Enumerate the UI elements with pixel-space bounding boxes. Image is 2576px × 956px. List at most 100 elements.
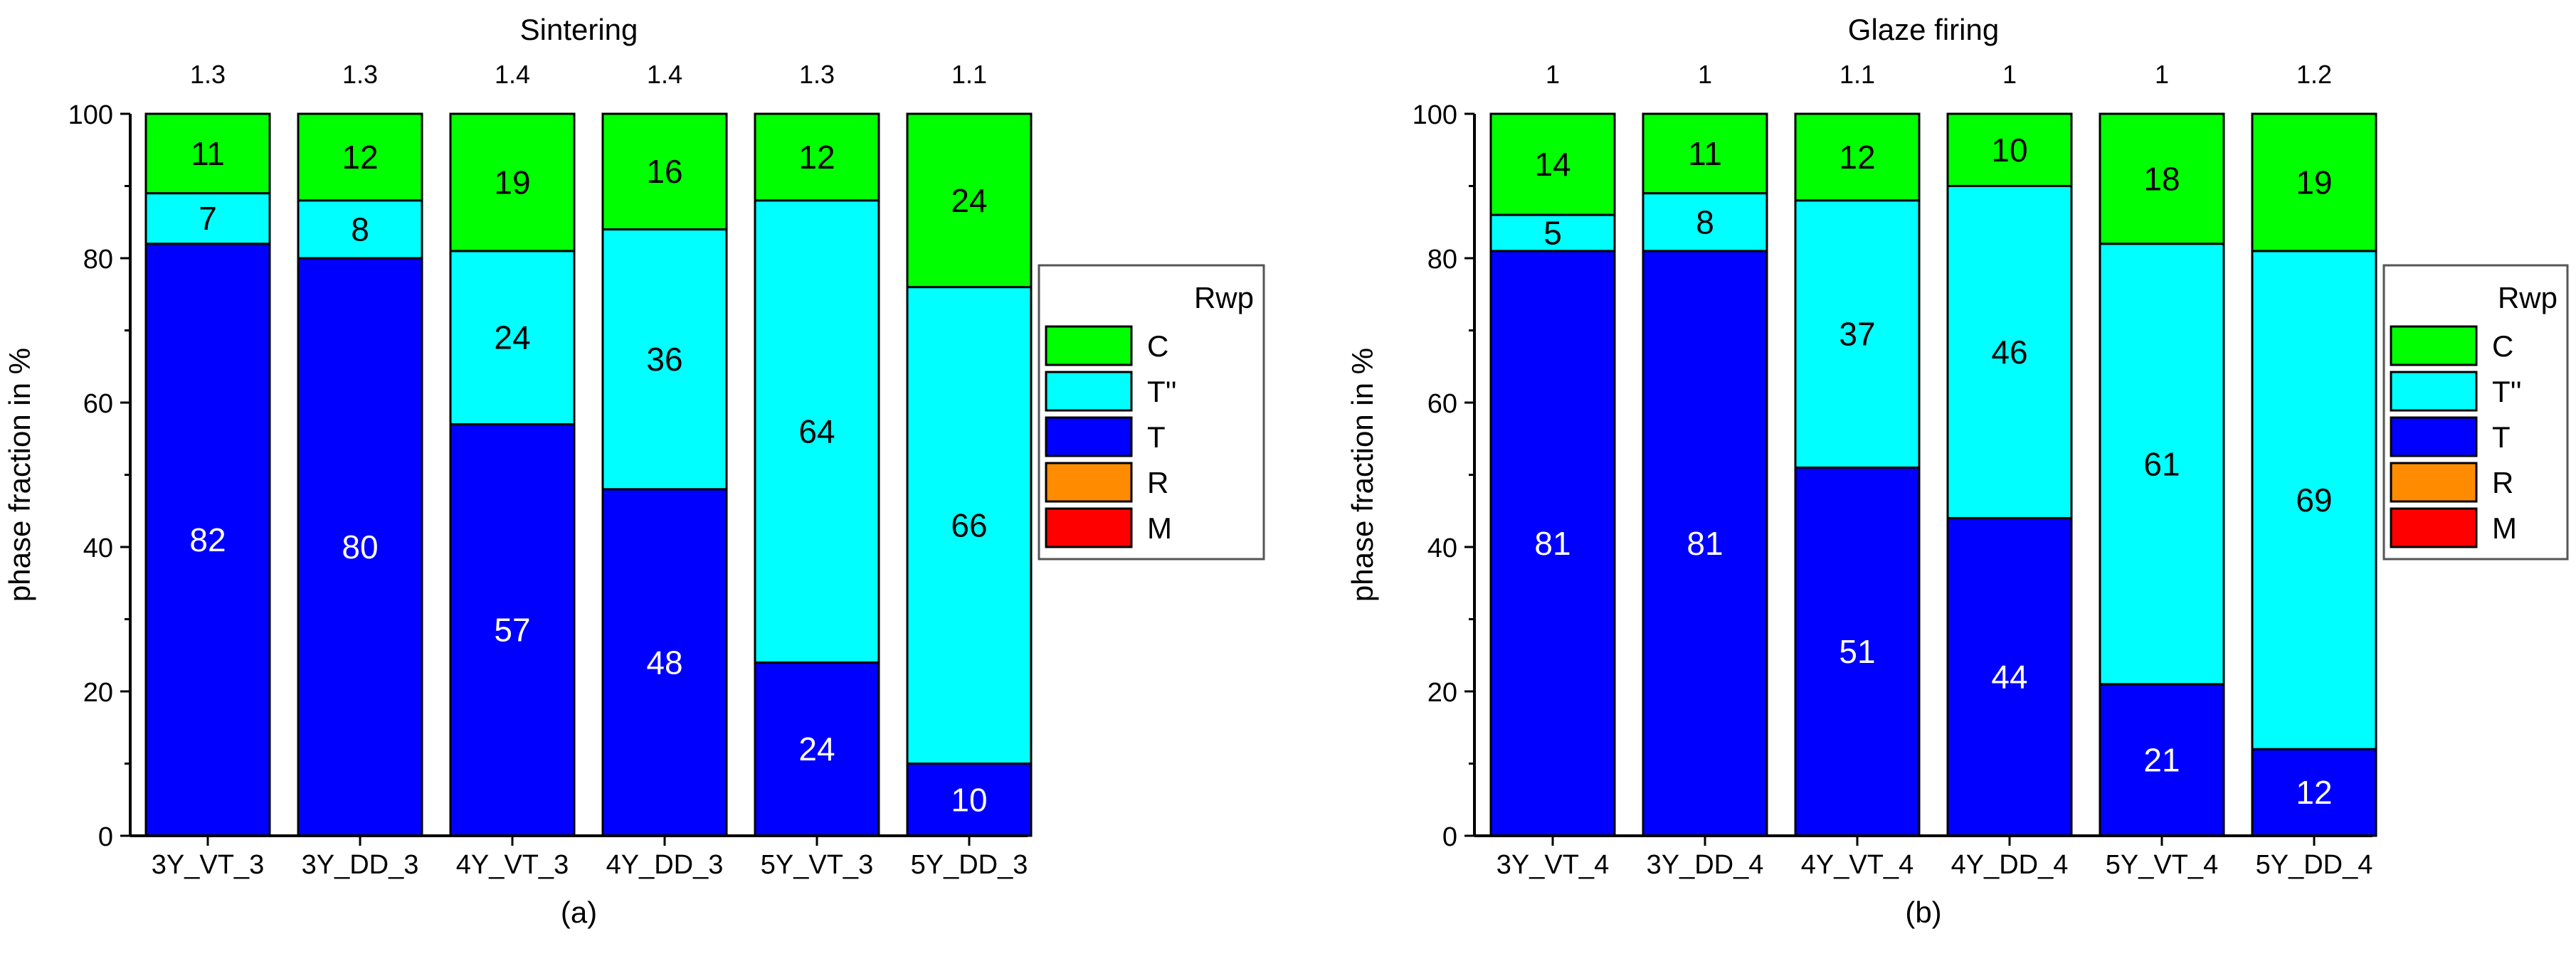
- bar-T-3Y_VT_3: [144, 243, 271, 837]
- legend-swatch-C: [2390, 325, 2478, 366]
- chart-title: Glaze firing: [1848, 13, 1999, 46]
- data-label: 11: [1688, 135, 1722, 172]
- bar-Tpp-4Y_VT_4: [1794, 199, 1921, 469]
- data-label: 12: [1839, 139, 1875, 176]
- bar-C-4Y_VT_3: [449, 112, 576, 253]
- legend-swatch-R: [1045, 462, 1133, 503]
- x-tick-label: 4Y_VT_3: [456, 850, 569, 880]
- legend-swatch-M: [2390, 507, 2478, 548]
- rwp-value: 1.2: [2296, 60, 2332, 89]
- bar-C-5Y_VT_4: [2099, 112, 2225, 245]
- x-tick-label: 3Y_VT_3: [152, 850, 264, 880]
- legend-label: T: [2492, 420, 2511, 454]
- bar-Tpp-3Y_VT_3: [144, 192, 271, 245]
- bar-C-4Y_DD_3: [601, 112, 728, 230]
- y-tick-label: 80: [1427, 245, 1457, 275]
- legend-swatch-T: [1045, 416, 1133, 457]
- data-label: 61: [2143, 445, 2180, 482]
- y-tick-label: 0: [98, 822, 113, 852]
- bar-T-5Y_DD_3: [906, 763, 1033, 837]
- data-label: 21: [2143, 741, 2180, 778]
- y-tick-label: 20: [1427, 678, 1457, 708]
- data-label: 19: [2296, 164, 2332, 201]
- data-label: 57: [494, 612, 530, 649]
- rwp-value: 1.4: [647, 60, 682, 89]
- legend-label: M: [2492, 511, 2517, 545]
- bar-Tpp-4Y_VT_3: [449, 250, 576, 425]
- bar-Tpp-5Y_DD_3: [906, 286, 1033, 765]
- legend-title: Rwp: [2498, 281, 2557, 314]
- bar-C-4Y_VT_4: [1794, 112, 1921, 202]
- legend-label: C: [1147, 329, 1168, 363]
- data-label: 11: [191, 135, 225, 172]
- panel-label: (a): [561, 896, 597, 929]
- y-tick-label: 40: [1427, 533, 1457, 563]
- data-label: 18: [2143, 160, 2180, 197]
- bar-T-4Y_VT_3: [449, 423, 576, 837]
- rwp-value: 1: [2002, 60, 2017, 89]
- data-label: 24: [798, 731, 835, 768]
- data-label: 12: [2296, 774, 2332, 811]
- data-label: 24: [494, 319, 530, 356]
- data-label: 48: [646, 644, 682, 681]
- legend-swatch-R: [2390, 462, 2478, 503]
- data-label: 12: [798, 139, 835, 176]
- chart-panel-1: Sintering 82 7 11 1.3 3Y_VT_3 80 8 12 1.3 3Y_DD_3 5…: [3, 13, 1265, 929]
- bar-C-3Y_VT_3: [144, 112, 271, 195]
- legend-label: T'': [1147, 375, 1177, 408]
- data-label: 80: [342, 529, 378, 565]
- data-label: 44: [1991, 659, 2027, 696]
- bar-C-4Y_DD_4: [1946, 112, 2073, 187]
- legend-swatch-M: [1045, 507, 1133, 548]
- bar-C-5Y_DD_3: [906, 112, 1033, 289]
- legend-label: R: [1147, 466, 1168, 499]
- data-label: 36: [646, 341, 682, 378]
- y-tick-label: 20: [83, 678, 113, 708]
- legend-swatch-Tpp: [2390, 371, 2478, 412]
- bar-Tpp-4Y_DD_4: [1946, 185, 2073, 519]
- x-tick-label: 5Y_DD_4: [2256, 850, 2373, 880]
- rwp-value: 1: [1546, 60, 1560, 89]
- legend-label: C: [2492, 329, 2513, 363]
- x-tick-label: 4Y_DD_3: [606, 850, 724, 880]
- data-label: 82: [189, 521, 226, 558]
- data-label: 69: [2296, 482, 2332, 519]
- bar-T-4Y_VT_4: [1794, 466, 1921, 837]
- bar-T-3Y_DD_3: [297, 257, 423, 837]
- x-tick-label: 4Y_VT_4: [1801, 850, 1913, 880]
- y-tick-label: 60: [1427, 389, 1457, 419]
- data-label: 16: [646, 153, 682, 190]
- bar-C-3Y_DD_3: [297, 112, 423, 202]
- rwp-value: 1.3: [799, 60, 835, 89]
- data-label: 7: [199, 200, 217, 237]
- bar-Tpp-3Y_DD_3: [297, 199, 423, 260]
- legend-swatch-T: [2390, 416, 2478, 457]
- data-label: 5: [1543, 214, 1562, 251]
- data-label: 24: [951, 182, 987, 219]
- x-tick-label: 3Y_DD_3: [302, 850, 419, 880]
- y-axis-label: phase fraction in %: [3, 348, 36, 602]
- legend-swatch-Tpp: [1045, 371, 1133, 412]
- legend-label: R: [2492, 466, 2513, 499]
- data-label: 8: [351, 211, 369, 248]
- bar-C-3Y_DD_4: [1642, 112, 1768, 195]
- legend-label: T: [1147, 420, 1166, 454]
- data-label: 81: [1534, 525, 1571, 562]
- chart-title: Sintering: [520, 13, 638, 46]
- data-label: 51: [1839, 633, 1875, 670]
- x-tick-label: 4Y_DD_4: [1951, 850, 2069, 880]
- legend-label: T'': [2492, 375, 2522, 408]
- chart-panel-2: Glaze firing8151413Y_VT_48181113Y_DD_451…: [1346, 13, 2569, 929]
- bar-Tpp-5Y_VT_3: [754, 199, 880, 664]
- rwp-value: 1.3: [190, 60, 226, 89]
- rwp-value: 1.1: [1839, 60, 1875, 89]
- rwp-value: 1.1: [951, 60, 987, 89]
- bar-T-3Y_VT_4: [1489, 250, 1616, 837]
- y-tick-label: 40: [83, 533, 113, 563]
- bar-Tpp-4Y_DD_3: [601, 228, 728, 491]
- data-label: 19: [494, 164, 530, 201]
- rwp-value: 1.3: [342, 60, 378, 89]
- x-tick-label: 5Y_DD_3: [911, 850, 1028, 880]
- data-label: 10: [1991, 132, 2027, 169]
- legend-swatch-C: [1045, 325, 1133, 366]
